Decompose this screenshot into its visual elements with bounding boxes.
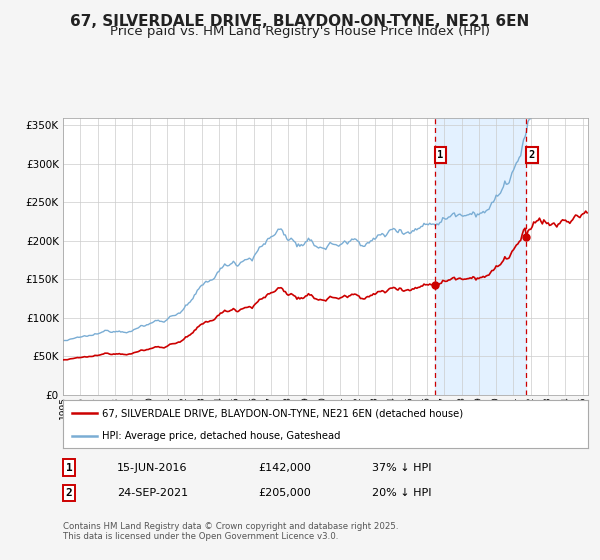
Text: 2: 2: [529, 150, 535, 160]
Text: £205,000: £205,000: [258, 488, 311, 498]
Text: 2: 2: [65, 488, 73, 498]
Text: 20% ↓ HPI: 20% ↓ HPI: [372, 488, 431, 498]
Text: 24-SEP-2021: 24-SEP-2021: [117, 488, 188, 498]
Text: 37% ↓ HPI: 37% ↓ HPI: [372, 463, 431, 473]
Text: 15-JUN-2016: 15-JUN-2016: [117, 463, 187, 473]
Text: £142,000: £142,000: [258, 463, 311, 473]
Text: 67, SILVERDALE DRIVE, BLAYDON-ON-TYNE, NE21 6EN (detached house): 67, SILVERDALE DRIVE, BLAYDON-ON-TYNE, N…: [103, 408, 464, 418]
Text: 67, SILVERDALE DRIVE, BLAYDON-ON-TYNE, NE21 6EN: 67, SILVERDALE DRIVE, BLAYDON-ON-TYNE, N…: [70, 14, 530, 29]
Text: Contains HM Land Registry data © Crown copyright and database right 2025.
This d: Contains HM Land Registry data © Crown c…: [63, 522, 398, 542]
Text: HPI: Average price, detached house, Gateshead: HPI: Average price, detached house, Gate…: [103, 431, 341, 441]
Text: Price paid vs. HM Land Registry's House Price Index (HPI): Price paid vs. HM Land Registry's House …: [110, 25, 490, 38]
Text: 1: 1: [65, 463, 73, 473]
Text: 1: 1: [437, 150, 443, 160]
Bar: [435, 118, 526, 395]
